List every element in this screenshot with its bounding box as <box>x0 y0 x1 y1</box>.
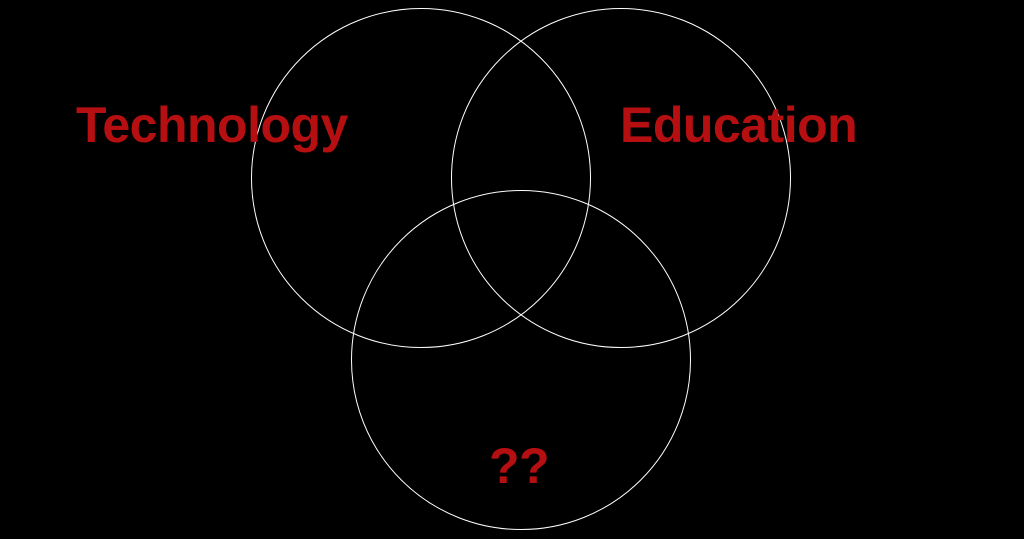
label-education: Education <box>620 96 857 154</box>
venn-diagram: Technology Education ?? <box>0 0 1024 539</box>
label-technology: Technology <box>76 96 348 154</box>
label-unknown: ?? <box>489 437 549 495</box>
